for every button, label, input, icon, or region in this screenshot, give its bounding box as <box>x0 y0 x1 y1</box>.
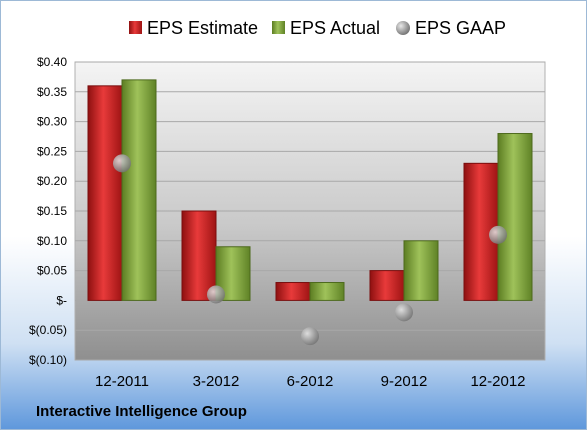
bar-series <box>87 79 533 301</box>
y-tick-label: $0.15 <box>37 204 67 218</box>
y-tick-label: $0.25 <box>37 144 67 158</box>
bar-eps-estimate <box>181 210 217 301</box>
bar-eps-estimate <box>275 282 311 301</box>
marker-eps-gaap <box>395 303 413 322</box>
legend-swatch-actual <box>272 21 285 34</box>
marker-eps-gaap <box>489 225 507 244</box>
bar-eps-actual <box>309 282 345 301</box>
bar-eps-estimate <box>87 85 123 301</box>
y-tick-label: $0.35 <box>37 85 67 99</box>
y-tick-label: $(0.05) <box>29 323 67 337</box>
y-tick-label: $(0.10) <box>29 353 67 367</box>
y-tick-label: $0.10 <box>37 234 67 248</box>
x-tick-label: 12-2012 <box>470 373 525 390</box>
bar-eps-actual <box>403 240 439 301</box>
x-tick-label: 6-2012 <box>287 373 334 390</box>
x-tick-label: 9-2012 <box>381 373 428 390</box>
y-axis: $0.40 $0.35 $0.30 $0.25 $0.20 $0.15 $0.10 $0.05… <box>29 55 67 367</box>
bar-eps-estimate <box>369 270 405 301</box>
legend-swatch-estimate <box>129 21 142 34</box>
y-tick-label: $- <box>56 293 67 307</box>
marker-eps-gaap <box>113 154 131 173</box>
y-tick-label: $0.30 <box>37 115 67 129</box>
y-tick-label: $0.20 <box>37 174 67 188</box>
marker-series <box>113 154 507 346</box>
company-name: Interactive Intelligence Group <box>36 403 247 420</box>
x-tick-label: 12-2011 <box>95 373 149 390</box>
bar-eps-actual <box>497 133 533 301</box>
marker-eps-gaap <box>301 327 319 346</box>
y-tick-label: $0.05 <box>37 264 67 278</box>
legend-swatch-gaap <box>396 21 410 35</box>
x-tick-label: 3-2012 <box>193 373 240 390</box>
legend-label-actual: EPS Actual <box>290 18 380 38</box>
bar-eps-actual <box>121 79 157 301</box>
chart-legend: EPS Estimate EPS Actual EPS GAAP <box>129 18 506 38</box>
x-axis: 12-2011 3-2012 6-2012 9-2012 12-2012 <box>95 373 526 390</box>
legend-label-gaap: EPS GAAP <box>415 18 506 38</box>
legend-label-estimate: EPS Estimate <box>147 18 258 38</box>
marker-eps-gaap <box>207 285 225 304</box>
y-tick-label: $0.40 <box>37 55 67 69</box>
